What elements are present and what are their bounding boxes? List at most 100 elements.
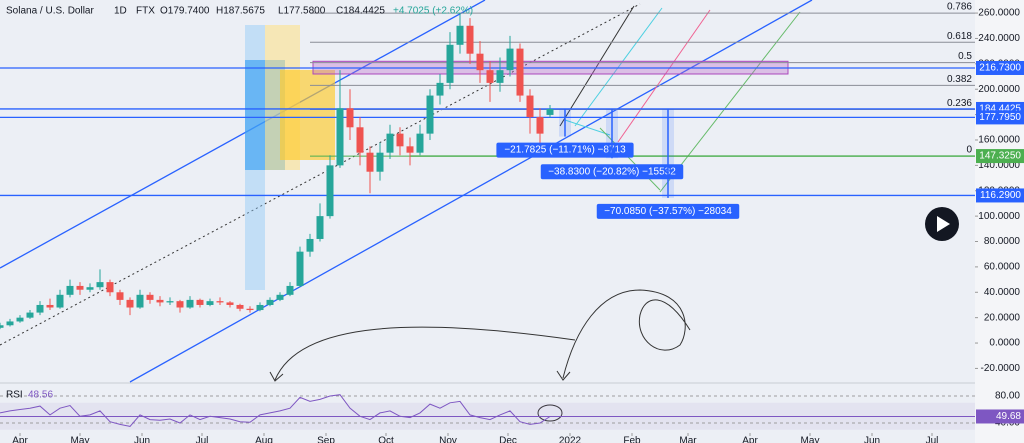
candle-body: [156, 299, 164, 303]
candle-body: [46, 304, 54, 308]
candle-body: [406, 146, 414, 153]
candle-body: [346, 108, 354, 128]
measure-label: −21.7825 (−11.71%) −8713: [504, 145, 626, 156]
candle-body: [516, 48, 524, 96]
x-tick-label: Sep: [317, 436, 335, 443]
x-tick-label: Nov: [439, 436, 457, 443]
x-tick-label: Feb: [623, 436, 641, 443]
candle-body: [216, 301, 224, 303]
measure-label: −70.0850 (−37.57%) −28034: [604, 206, 732, 217]
candle-body: [86, 287, 94, 290]
candle-body: [376, 152, 384, 172]
candle-body: [496, 70, 504, 83]
candle-body: [316, 216, 324, 239]
candle-body: [506, 48, 514, 71]
candle-body: [166, 301, 174, 303]
candle-body: [196, 299, 204, 305]
candle-body: [136, 294, 144, 308]
measure-label-bg: [540, 164, 684, 180]
y-tick-label: 80.0000: [984, 236, 1021, 247]
candle-body: [256, 304, 264, 311]
price-tag-label: 216.7300: [979, 63, 1021, 74]
x-tick-label: Apr: [12, 436, 28, 443]
hand-circle: [537, 404, 563, 422]
channel-upper: [0, 0, 486, 269]
rsi-tag-label: 49.68: [996, 411, 1021, 422]
rsi-tick-label: 80.00: [995, 391, 1020, 402]
candle-body: [236, 304, 244, 309]
candle-body: [536, 117, 544, 134]
candle-body: [326, 165, 334, 217]
price-tag: [976, 110, 1024, 125]
candle-body: [226, 302, 234, 305]
candle-body: [116, 292, 124, 300]
arrow-pink: [617, 9, 711, 143]
x-tick-label: Jun: [134, 436, 150, 443]
arrow-cyan: [574, 7, 663, 127]
candle-body: [546, 108, 554, 115]
x-tick-label: Dec: [499, 436, 517, 443]
path-cyan: [564, 119, 611, 136]
candle-body: [426, 95, 434, 134]
candle-body: [436, 82, 444, 96]
symbol: Solana / U.S. Dollar: [6, 6, 94, 17]
y-tick-label: 240.0000: [978, 33, 1020, 44]
ohlc-close: C184.4425: [336, 6, 385, 17]
fib-label: 0.236: [947, 98, 972, 109]
channel-lower: [129, 0, 813, 383]
candle-body: [366, 152, 374, 172]
candle-body: [246, 308, 254, 311]
price-tag-label: 177.7950: [979, 112, 1021, 123]
price-tag-label: 184.4425: [979, 104, 1021, 115]
candle-body: [76, 285, 84, 290]
price-tag-label: 116.2900: [980, 190, 1021, 201]
fib-label: 0: [966, 145, 972, 156]
x-tick-label: Jul: [926, 436, 939, 443]
measure-label-bg: [596, 203, 740, 219]
x-tick-label: Aug: [255, 436, 273, 443]
candle-body: [526, 95, 534, 118]
candle-body: [146, 294, 154, 300]
hand-curve: [274, 326, 576, 381]
y-tick-label: 60.0000: [984, 262, 1021, 273]
ohlc-open: O179.7400: [160, 6, 210, 17]
hand-arrowhead: [556, 370, 571, 381]
candle-body: [306, 238, 314, 252]
candle-body: [56, 294, 64, 308]
y-tick-label: 260.0000: [978, 8, 1020, 19]
candle-body: [356, 127, 364, 153]
candles: [0, 13, 554, 427]
play-icon: [937, 216, 950, 232]
candle-body: [16, 317, 24, 322]
ohlc-low: L177.5800: [278, 6, 326, 17]
candle-body: [486, 70, 494, 83]
candle-body: [176, 301, 184, 308]
y-tick-label: 0.0000: [989, 338, 1020, 349]
ohlc-high: H187.5675: [216, 6, 265, 17]
candle-body: [126, 299, 134, 308]
candle-body: [0, 325, 4, 328]
x-tick-label: 2022: [559, 436, 582, 443]
candle-body: [106, 282, 114, 293]
y-tick-label: 200.0000: [978, 84, 1020, 95]
exchange: FTX: [136, 6, 155, 17]
play-button[interactable]: [925, 207, 959, 241]
interval: 1D: [114, 6, 127, 17]
candle-body: [396, 133, 404, 147]
y-tick-label: 140.0000: [978, 160, 1020, 171]
candle-body: [286, 285, 294, 295]
candle-body: [456, 25, 464, 45]
x-tick-label: Mar: [679, 436, 697, 443]
rsi-line: [0, 394, 551, 427]
measure-label-bg: [496, 142, 634, 158]
candle-body: [206, 301, 214, 305]
ohlc-change: +4.7025 (+2.62%): [393, 6, 473, 17]
candle-body: [276, 294, 284, 300]
y-tick-label: -20.0000: [981, 363, 1021, 374]
y-tick-label: 160.0000: [978, 135, 1020, 146]
y-tick-label: 100.0000: [978, 211, 1020, 222]
candle-body: [416, 133, 424, 153]
price-tag: [976, 60, 1024, 75]
x-tick-label: Jul: [196, 436, 209, 443]
